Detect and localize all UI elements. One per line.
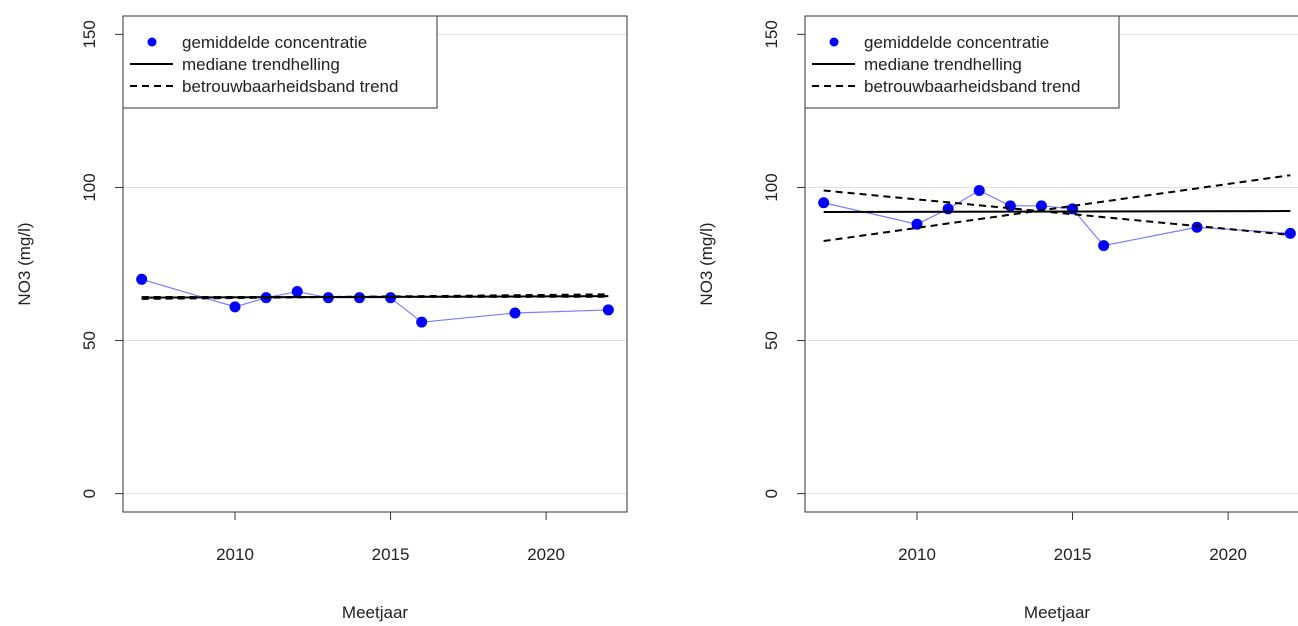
trend-line [823,210,1291,213]
data-point [1004,200,1016,212]
x-tick-label: 2015 [1054,545,1092,564]
legend-label: gemiddelde concentratie [182,33,367,52]
trend-line [823,189,1291,236]
y-tick-label: 100 [80,173,99,201]
y-axis-title: NO3 (mg/l) [697,222,716,305]
data-point [291,286,303,298]
y-tick-label: 0 [762,489,781,498]
panel: 0 50 100 150 2010 2015 2020 Meetjaar NO3 (mg/l) g… [15,15,628,622]
data-point [229,301,241,313]
data-point [818,197,830,209]
legend-label: mediane trendhelling [182,55,340,74]
x-axis-title: Meetjaar [1024,603,1090,622]
y-tick-label: 150 [762,20,781,48]
y-axis-title: NO3 (mg/l) [15,222,34,305]
legend-label: mediane trendhelling [864,55,1022,74]
y-tick-label: 100 [762,173,781,201]
data-point [1284,227,1296,239]
data-point [1191,221,1203,233]
data-point [416,316,428,328]
x-tick-label: 2010 [898,545,936,564]
y-tick-label: 0 [80,489,99,498]
x-tick-label: 2020 [1209,545,1247,564]
y-tick-label: 50 [762,331,781,350]
legend-label: gemiddelde concentratie [864,33,1049,52]
legend-label: betrouwbaarheidsband trend [182,77,398,96]
legend-label: betrouwbaarheidsband trend [864,77,1080,96]
plot-area [805,33,1298,495]
legend-box [122,15,438,109]
data-point [509,307,521,319]
legend-marker [147,37,157,47]
x-tick-label: 2010 [216,545,254,564]
data-point [973,185,985,197]
panel: 0 50 100 150 2010 2015 2020 Meetjaar NO3 (mg/l) g… [697,15,1298,622]
trend-line [823,174,1291,243]
y-tick-label: 50 [80,331,99,350]
legend-box [804,15,1120,109]
series-line [823,189,1291,247]
legend-marker [829,37,839,47]
data-point [942,203,954,215]
data-point [1035,200,1047,212]
data-point [136,273,148,285]
series-line [141,278,609,323]
data-point [602,304,614,316]
plot-area [123,33,627,495]
x-tick-label: 2020 [527,545,565,564]
x-tick-label: 2015 [372,545,410,564]
y-tick-label: 150 [80,20,99,48]
data-point [1098,240,1110,252]
x-axis-title: Meetjaar [342,603,408,622]
